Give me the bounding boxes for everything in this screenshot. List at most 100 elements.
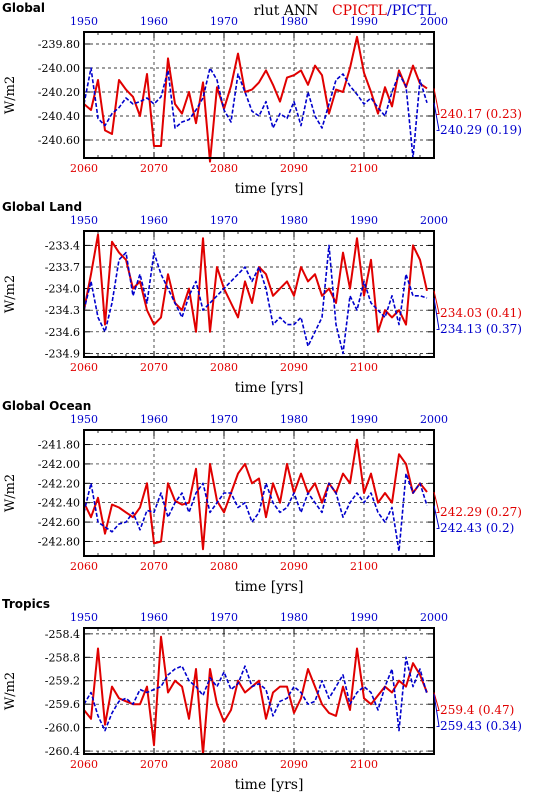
- plot-frame: [83, 230, 435, 358]
- series-line-pictl: [83, 656, 428, 732]
- y-tick-label: -260.4: [45, 745, 80, 758]
- top-tick-label: 1960: [140, 15, 168, 28]
- bottom-tick-label: 2070: [140, 758, 168, 771]
- chart-panel-4: Tropics 1950 1960 1970 1980 1990 2000 2060 2070 2…: [2, 597, 522, 793]
- end-label: -259.43 (0.34): [436, 719, 522, 733]
- top-tick-label: 1970: [210, 413, 238, 426]
- y-axis-label: W/m2: [3, 672, 18, 710]
- legend-sep: /: [387, 3, 392, 19]
- chart-panel-1: Global 1950 1960 1970 1980 1990 2000 2060 2070 20…: [2, 1, 522, 197]
- top-tick-label: 1950: [70, 611, 98, 624]
- bottom-tick-label: 2090: [280, 162, 308, 175]
- top-tick-label: 1960: [140, 214, 168, 227]
- plot-frame: [83, 627, 435, 755]
- end-label-leader: [433, 297, 440, 330]
- y-tick-label: -259.2: [45, 675, 80, 688]
- bottom-tick-label: 2060: [70, 758, 98, 771]
- x-axis-label: time [yrs]: [235, 579, 304, 595]
- top-tick-label: 1980: [280, 214, 308, 227]
- bottom-tick-label: 2060: [70, 560, 98, 573]
- end-label-leader: [433, 290, 440, 314]
- bottom-tick-label: 2100: [350, 162, 378, 175]
- bottom-tick-label: 2100: [350, 361, 378, 374]
- series-line-cpictl: [83, 35, 428, 163]
- y-axis-label: W/m2: [3, 76, 18, 114]
- top-tick-label: 1980: [280, 413, 308, 426]
- y-tick-label: -240.60: [38, 134, 80, 147]
- top-tick-label: 1950: [70, 214, 98, 227]
- top-tick-label: 1970: [210, 15, 238, 28]
- series-line-pictl: [83, 244, 428, 355]
- top-tick-label: 1990: [350, 611, 378, 624]
- y-tick-label: -240.20: [38, 86, 80, 99]
- header-variable: rlut ANN: [254, 3, 319, 19]
- x-axis-label: time [yrs]: [235, 380, 304, 396]
- y-axis-label: W/m2: [3, 474, 18, 512]
- top-tick-label: 1980: [280, 15, 308, 28]
- end-label: -240.17 (0.23): [436, 107, 522, 121]
- end-label: -234.03 (0.41): [436, 306, 522, 320]
- top-tick-label: 1980: [280, 611, 308, 624]
- y-tick-label: -258.8: [45, 651, 80, 664]
- x-axis-label: time [yrs]: [235, 181, 304, 197]
- panel-title: Tropics: [2, 597, 50, 611]
- y-tick-label: -233.7: [45, 261, 80, 274]
- bottom-tick-label: 2100: [350, 560, 378, 573]
- top-tick-label: 1950: [70, 15, 98, 28]
- bottom-tick-label: 2060: [70, 162, 98, 175]
- bottom-tick-label: 2080: [210, 758, 238, 771]
- legend-exp: CPICTL: [332, 3, 387, 19]
- top-tick-label: 1990: [350, 214, 378, 227]
- top-tick-label: 2000: [420, 413, 448, 426]
- y-tick-label: -242.20: [38, 477, 80, 490]
- bottom-tick-label: 2080: [210, 361, 238, 374]
- y-tick-label: -260.0: [45, 722, 80, 735]
- top-tick-label: 1970: [210, 214, 238, 227]
- y-axis-label: W/m2: [3, 275, 18, 313]
- legend-ctl: PICTL: [392, 3, 436, 19]
- end-label-leader: [433, 491, 440, 513]
- y-tick-label: -240.40: [38, 110, 80, 123]
- top-tick-label: 2000: [420, 611, 448, 624]
- y-tick-label: -242.00: [38, 458, 80, 471]
- y-tick-label: -234.0: [45, 283, 80, 296]
- y-tick-label: -234.6: [45, 326, 80, 339]
- series-line-pictl: [83, 472, 428, 553]
- top-tick-label: 1960: [140, 611, 168, 624]
- series-line-cpictl: [83, 233, 428, 333]
- end-label-leader: [433, 88, 440, 115]
- plot-frame: [83, 429, 435, 557]
- y-tick-label: -242.60: [38, 516, 80, 529]
- series-line-cpictl: [83, 635, 428, 755]
- end-label-leader: [433, 694, 440, 727]
- bottom-tick-label: 2100: [350, 758, 378, 771]
- y-tick-label: -234.9: [45, 347, 80, 360]
- y-tick-label: -239.80: [38, 38, 80, 51]
- top-tick-label: 1960: [140, 413, 168, 426]
- y-tick-label: -234.3: [45, 304, 80, 317]
- end-label-leader: [433, 102, 440, 131]
- end-label-leader: [433, 692, 440, 711]
- top-tick-label: 1990: [350, 413, 378, 426]
- top-tick-label: 1970: [210, 611, 238, 624]
- end-label: -234.13 (0.37): [436, 322, 522, 336]
- bottom-tick-label: 2070: [140, 560, 168, 573]
- bottom-tick-label: 2080: [210, 560, 238, 573]
- top-tick-label: 1950: [70, 413, 98, 426]
- end-label: -259.4 (0.47): [436, 703, 514, 717]
- bottom-tick-label: 2070: [140, 162, 168, 175]
- plot-frame: [83, 31, 435, 159]
- y-tick-label: -259.6: [45, 698, 80, 711]
- end-label: -242.43 (0.2): [436, 521, 514, 535]
- bottom-tick-label: 2090: [280, 560, 308, 573]
- top-tick-label: 1990: [350, 15, 378, 28]
- bottom-tick-label: 2080: [210, 162, 238, 175]
- top-tick-label: 2000: [420, 214, 448, 227]
- series-line-pictl: [83, 67, 428, 159]
- end-label: -240.29 (0.19): [436, 123, 522, 137]
- legend-label: CPICTL/PICTL: [332, 3, 436, 19]
- top-tick-label: 2000: [420, 15, 448, 28]
